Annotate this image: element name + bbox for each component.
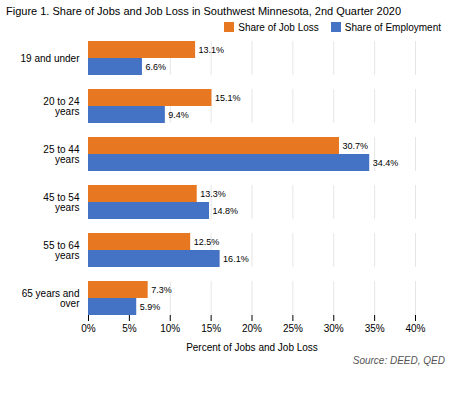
svg-text:45 to 54years: 45 to 54years xyxy=(43,192,80,213)
svg-text:6.6%: 6.6% xyxy=(145,62,166,72)
svg-text:34.4%: 34.4% xyxy=(373,158,399,168)
svg-text:25%: 25% xyxy=(283,323,303,334)
svg-text:15.1%: 15.1% xyxy=(215,93,241,103)
html-text:Source: DEED, QED: Source: DEED, QED xyxy=(352,355,445,366)
svg-text:19 and under: 19 and under xyxy=(21,53,81,64)
svg-text:20%: 20% xyxy=(242,323,262,334)
svg-text:Percent of Jobs and Job Loss: Percent of Jobs and Job Loss xyxy=(186,342,318,353)
svg-text:7.3%: 7.3% xyxy=(151,285,172,295)
svg-text:14.8%: 14.8% xyxy=(212,206,238,216)
svg-text:30.7%: 30.7% xyxy=(342,141,368,151)
svg-text:15%: 15% xyxy=(201,323,221,334)
html-text:Share of Job Loss: Share of Job Loss xyxy=(238,22,319,33)
svg-text:13.3%: 13.3% xyxy=(200,189,226,199)
svg-text:40%: 40% xyxy=(405,323,425,334)
svg-text:0%: 0% xyxy=(81,323,96,334)
html-text:Figure 1. Share of Jobs and Jo: Figure 1. Share of Jobs and Job Loss in … xyxy=(6,5,401,17)
svg-text:10%: 10% xyxy=(160,323,180,334)
svg-text:20 to 24years: 20 to 24years xyxy=(43,96,80,117)
svg-text:30%: 30% xyxy=(324,323,344,334)
svg-text:35%: 35% xyxy=(365,323,385,334)
svg-text:13.1%: 13.1% xyxy=(199,45,225,55)
svg-text:25 to 44years: 25 to 44years xyxy=(43,144,80,165)
svg-text:9.4%: 9.4% xyxy=(168,110,189,120)
svg-text:12.5%: 12.5% xyxy=(194,237,220,247)
svg-text:5.9%: 5.9% xyxy=(140,302,161,312)
svg-text:5%: 5% xyxy=(122,323,137,334)
html-text:Share of Employment: Share of Employment xyxy=(344,22,441,33)
svg-text:16.1%: 16.1% xyxy=(223,254,249,264)
svg-text:55 to 64years: 55 to 64years xyxy=(43,240,80,261)
svg-text:65 years andover: 65 years andover xyxy=(22,288,80,309)
